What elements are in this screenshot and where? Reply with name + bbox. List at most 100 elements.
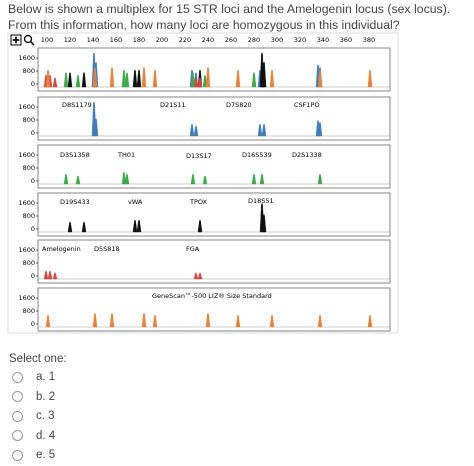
peak bbox=[93, 118, 99, 137]
locus-label: D7S820 bbox=[226, 101, 252, 109]
locus-label: D19S433 bbox=[60, 198, 90, 206]
option-label: a. 1 bbox=[36, 371, 56, 383]
x-tick-label: 100 bbox=[41, 36, 53, 44]
prompt: Select one: bbox=[9, 353, 67, 365]
peak bbox=[197, 272, 203, 280]
radio-button[interactable] bbox=[12, 391, 23, 402]
locus-label: CSF1PO bbox=[294, 101, 320, 109]
peak bbox=[121, 69, 127, 88]
peak bbox=[189, 123, 195, 137]
peak bbox=[75, 74, 81, 88]
peak bbox=[52, 77, 58, 88]
y-tick-label: 1600 bbox=[18, 246, 35, 254]
locus-label: GeneScan™-500 LIZ® Size Standard bbox=[152, 292, 272, 300]
y-tick-label: 0 bbox=[31, 225, 35, 233]
y-tick-label: 0 bbox=[31, 177, 35, 185]
peak bbox=[136, 69, 142, 88]
locus-label: D3S1358 bbox=[60, 151, 90, 159]
peak bbox=[190, 173, 196, 185]
x-tick-label: 340 bbox=[317, 36, 329, 44]
y-tick-label: 1600 bbox=[18, 294, 35, 302]
peak bbox=[269, 314, 275, 328]
x-tick-label: 240 bbox=[202, 36, 214, 44]
peak bbox=[132, 219, 138, 233]
locus-label: D18S51 bbox=[248, 197, 274, 205]
y-tick-label: 0 bbox=[31, 272, 35, 280]
y-tick-label: 800 bbox=[23, 307, 35, 315]
radio-button[interactable] bbox=[12, 410, 23, 422]
locus-label: D8S1179 bbox=[62, 101, 92, 109]
y-tick-label: 0 bbox=[31, 320, 35, 328]
peak bbox=[124, 173, 130, 185]
answer-option[interactable]: a. 1 bbox=[12, 371, 55, 383]
peak bbox=[235, 69, 241, 88]
peak bbox=[45, 69, 51, 88]
y-tick-label: 1600 bbox=[18, 54, 35, 62]
peak bbox=[124, 72, 130, 88]
peak bbox=[67, 221, 73, 233]
electropherogram: 100 120 140 160 180 200 220 240 260 280 300 320 340 3… bbox=[7, 32, 399, 334]
peak bbox=[367, 314, 373, 328]
peak bbox=[205, 67, 211, 88]
peak bbox=[109, 313, 115, 328]
x-tick-label: 180 bbox=[133, 36, 145, 44]
peak bbox=[152, 69, 158, 88]
x-tick-label: 300 bbox=[271, 36, 283, 44]
y-tick-label: 1600 bbox=[18, 199, 35, 207]
peak bbox=[367, 69, 373, 88]
peak bbox=[193, 272, 199, 280]
peak bbox=[81, 221, 87, 233]
peak bbox=[261, 123, 267, 137]
answer-option[interactable]: d. 4 bbox=[12, 430, 55, 442]
peak bbox=[251, 173, 257, 185]
peak bbox=[47, 270, 53, 280]
peak bbox=[251, 72, 257, 88]
locus-label: D2S1338 bbox=[292, 151, 322, 159]
peak bbox=[193, 125, 199, 137]
answer-option[interactable]: b. 2 bbox=[12, 391, 55, 403]
peak bbox=[235, 314, 241, 328]
magnifier-icon bbox=[23, 34, 33, 44]
x-tick-label: 280 bbox=[248, 36, 260, 44]
option-label: e. 5 bbox=[36, 449, 56, 461]
peak bbox=[63, 72, 69, 88]
y-tick-label: 800 bbox=[23, 116, 35, 124]
peak bbox=[81, 72, 87, 88]
peak bbox=[141, 313, 147, 328]
y-tick-label: 800 bbox=[23, 212, 35, 220]
peak bbox=[43, 270, 49, 280]
peak bbox=[190, 72, 196, 88]
answer-option[interactable]: e. 5 bbox=[12, 449, 55, 461]
peak bbox=[202, 74, 208, 88]
radio-button[interactable] bbox=[12, 371, 23, 383]
x-tick-label: 220 bbox=[179, 36, 191, 44]
peak bbox=[202, 175, 208, 185]
y-tick-label: 800 bbox=[23, 259, 35, 267]
magnifier-handle bbox=[29, 40, 35, 46]
x-tick-label: 120 bbox=[64, 36, 76, 44]
peak bbox=[75, 175, 81, 185]
y-tick-label: 1600 bbox=[18, 103, 35, 111]
radio-button[interactable] bbox=[12, 449, 23, 461]
peak bbox=[257, 123, 263, 137]
peak bbox=[132, 69, 138, 88]
peak bbox=[197, 219, 203, 233]
radio-button[interactable] bbox=[12, 430, 23, 441]
y-tick-label: 1600 bbox=[18, 151, 35, 159]
trace-panel bbox=[37, 239, 391, 284]
locus-label: FGA bbox=[186, 245, 200, 253]
peak bbox=[45, 314, 51, 328]
answer-option[interactable]: c. 3 bbox=[12, 410, 55, 422]
locus-label: D16S539 bbox=[242, 151, 272, 159]
peak bbox=[317, 122, 323, 137]
peak bbox=[141, 67, 147, 88]
option-label: d. 4 bbox=[36, 429, 56, 442]
x-tick-label: 380 bbox=[363, 36, 375, 44]
peak bbox=[317, 69, 323, 88]
x-tick-label: 200 bbox=[156, 36, 168, 44]
x-tick-label: 320 bbox=[294, 36, 306, 44]
peak bbox=[269, 69, 275, 88]
peak bbox=[63, 173, 69, 185]
y-tick-label: 0 bbox=[31, 80, 35, 88]
peak bbox=[52, 272, 58, 280]
